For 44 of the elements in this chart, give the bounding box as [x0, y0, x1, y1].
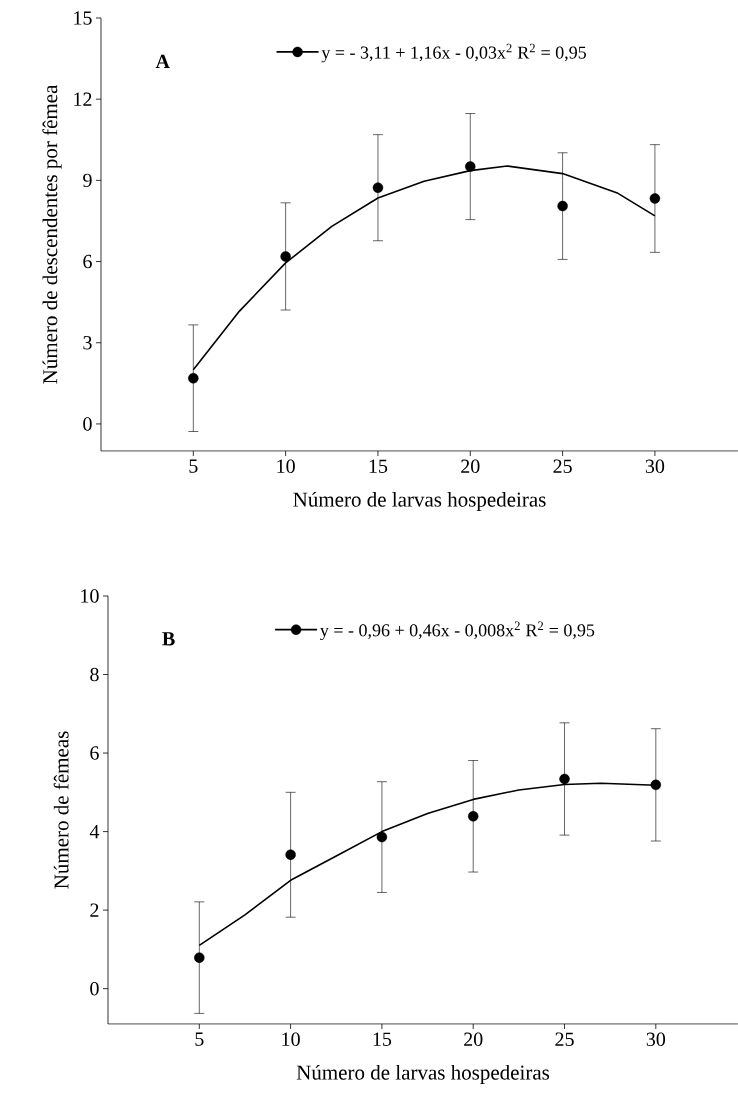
point — [280, 251, 291, 262]
x-tick-label: 10 — [282, 1032, 300, 1047]
y-tick-label: 12 — [74, 92, 92, 106]
x-axis-title: Número de larvas hospedeiras — [293, 491, 546, 511]
y-tick-label: 0 — [90, 981, 99, 996]
point — [649, 193, 661, 204]
y-tick-label: 15 — [74, 11, 92, 25]
x-tick-label: 20 — [464, 1032, 483, 1047]
x-tick-label: 15 — [373, 1032, 392, 1046]
y-tick-label: 0 — [83, 417, 92, 431]
y-tick-label: 10 — [81, 589, 99, 603]
x-tick-label: 5 — [189, 459, 198, 473]
point — [376, 831, 388, 843]
x-tick-label: 10 — [277, 459, 295, 474]
annotation: B — [162, 632, 175, 646]
point — [188, 373, 199, 384]
point — [468, 811, 479, 822]
y-tick-label: 2 — [90, 903, 99, 917]
x-tick-label: 30 — [646, 1032, 666, 1047]
y-tick-label: 6 — [83, 254, 92, 269]
point — [650, 779, 662, 791]
point — [559, 773, 570, 785]
point — [557, 200, 568, 212]
x-tick-label: 20 — [461, 459, 480, 474]
y-tick-label: 8 — [90, 667, 99, 682]
legend-label: y = - 0,96 + 0,46x - 0,008x$^{2}$ R$^{2}$ = 0,95 — [320, 621, 595, 641]
point — [465, 161, 476, 172]
point — [194, 952, 205, 963]
x-tick-label: 15 — [369, 459, 388, 473]
x-tick-label: 25 — [553, 459, 572, 473]
legend-label: y = - 3,11 + 1,16x - 0,03x$^{2}$ R$^{2}$ = 0,95 — [321, 43, 586, 63]
x-axis-title: Número de larvas hospedeiras — [296, 1064, 550, 1084]
y-tick-label: 3 — [83, 336, 92, 350]
x-tick-label: 30 — [645, 459, 665, 474]
y-axis-title: Número de descendentes por fêmea — [42, 84, 62, 384]
y-axis-title: Número de fêmeas — [53, 731, 69, 889]
point — [372, 182, 384, 193]
y-tick-label: 4 — [89, 825, 100, 839]
annotation: A — [155, 54, 170, 68]
y-tick-label: 9 — [83, 173, 92, 188]
x-tick-label: 5 — [195, 1032, 204, 1046]
y-tick-label: 6 — [90, 746, 99, 760]
point — [285, 849, 296, 860]
x-tick-label: 25 — [555, 1032, 574, 1046]
